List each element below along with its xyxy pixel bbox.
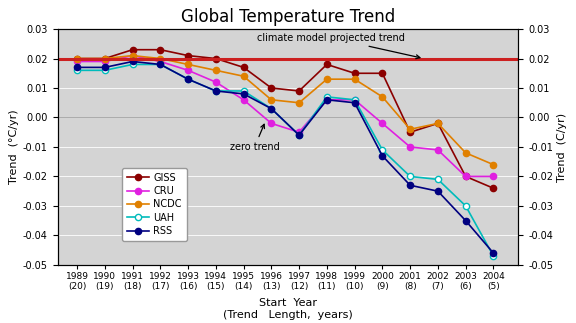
- NCDC: [379, 95, 386, 99]
- UAH: [240, 89, 247, 93]
- RSS: [101, 66, 108, 69]
- UAH: [268, 107, 275, 110]
- Line: CRU: CRU: [74, 52, 497, 180]
- CRU: [101, 59, 108, 63]
- RSS: [74, 66, 81, 69]
- GISS: [351, 71, 358, 75]
- RSS: [434, 189, 441, 193]
- UAH: [129, 62, 136, 66]
- CRU: [407, 145, 414, 149]
- RSS: [490, 251, 497, 255]
- NCDC: [101, 57, 108, 60]
- GISS: [490, 186, 497, 190]
- RSS: [129, 59, 136, 63]
- RSS: [407, 183, 414, 187]
- UAH: [407, 174, 414, 178]
- UAH: [295, 133, 302, 137]
- GISS: [74, 57, 81, 60]
- NCDC: [407, 127, 414, 131]
- RSS: [295, 133, 302, 137]
- UAH: [434, 177, 441, 181]
- GISS: [434, 121, 441, 125]
- UAH: [213, 89, 219, 93]
- UAH: [351, 98, 358, 102]
- UAH: [379, 148, 386, 152]
- GISS: [101, 57, 108, 60]
- CRU: [295, 130, 302, 134]
- Text: zero trend: zero trend: [230, 124, 279, 152]
- UAH: [74, 68, 81, 72]
- UAH: [462, 204, 469, 208]
- GISS: [295, 89, 302, 93]
- UAH: [185, 77, 192, 81]
- GISS: [185, 54, 192, 57]
- Legend: GISS, CRU, NCDC, UAH, RSS: GISS, CRU, NCDC, UAH, RSS: [122, 168, 187, 241]
- UAH: [157, 62, 164, 66]
- GISS: [213, 57, 219, 60]
- CRU: [323, 98, 330, 102]
- GISS: [379, 71, 386, 75]
- CRU: [213, 80, 219, 84]
- NCDC: [268, 98, 275, 102]
- Line: GISS: GISS: [74, 47, 497, 191]
- Y-axis label: Trend  (°C/yr): Trend (°C/yr): [9, 109, 18, 184]
- RSS: [185, 77, 192, 81]
- NCDC: [213, 68, 219, 72]
- CRU: [434, 148, 441, 152]
- RSS: [268, 107, 275, 110]
- CRU: [74, 59, 81, 63]
- GISS: [129, 48, 136, 52]
- NCDC: [185, 62, 192, 66]
- GISS: [240, 66, 247, 69]
- Title: Global Temperature Trend: Global Temperature Trend: [181, 8, 395, 26]
- GISS: [157, 48, 164, 52]
- GISS: [462, 174, 469, 178]
- Y-axis label: Trend  (C/yr): Trend (C/yr): [558, 112, 567, 182]
- NCDC: [434, 121, 441, 125]
- GISS: [407, 130, 414, 134]
- CRU: [351, 98, 358, 102]
- NCDC: [462, 151, 469, 155]
- RSS: [462, 219, 469, 223]
- CRU: [240, 98, 247, 102]
- Line: NCDC: NCDC: [74, 52, 497, 168]
- GISS: [268, 86, 275, 90]
- NCDC: [490, 163, 497, 167]
- GISS: [323, 62, 330, 66]
- Text: climate model projected trend: climate model projected trend: [257, 33, 420, 59]
- RSS: [213, 89, 219, 93]
- RSS: [157, 62, 164, 66]
- UAH: [490, 254, 497, 258]
- CRU: [185, 68, 192, 72]
- NCDC: [157, 57, 164, 60]
- NCDC: [74, 57, 81, 60]
- CRU: [157, 59, 164, 63]
- CRU: [129, 54, 136, 57]
- NCDC: [240, 74, 247, 78]
- CRU: [268, 121, 275, 125]
- Line: RSS: RSS: [74, 58, 497, 256]
- CRU: [490, 174, 497, 178]
- Line: UAH: UAH: [74, 61, 497, 259]
- NCDC: [351, 77, 358, 81]
- NCDC: [129, 54, 136, 57]
- RSS: [379, 154, 386, 158]
- NCDC: [295, 101, 302, 105]
- CRU: [462, 174, 469, 178]
- RSS: [351, 101, 358, 105]
- CRU: [379, 121, 386, 125]
- RSS: [323, 98, 330, 102]
- UAH: [101, 68, 108, 72]
- NCDC: [323, 77, 330, 81]
- UAH: [323, 95, 330, 99]
- Text: Start  Year
(Trend   Length,  years): Start Year (Trend Length, years): [223, 298, 353, 320]
- RSS: [240, 92, 247, 96]
